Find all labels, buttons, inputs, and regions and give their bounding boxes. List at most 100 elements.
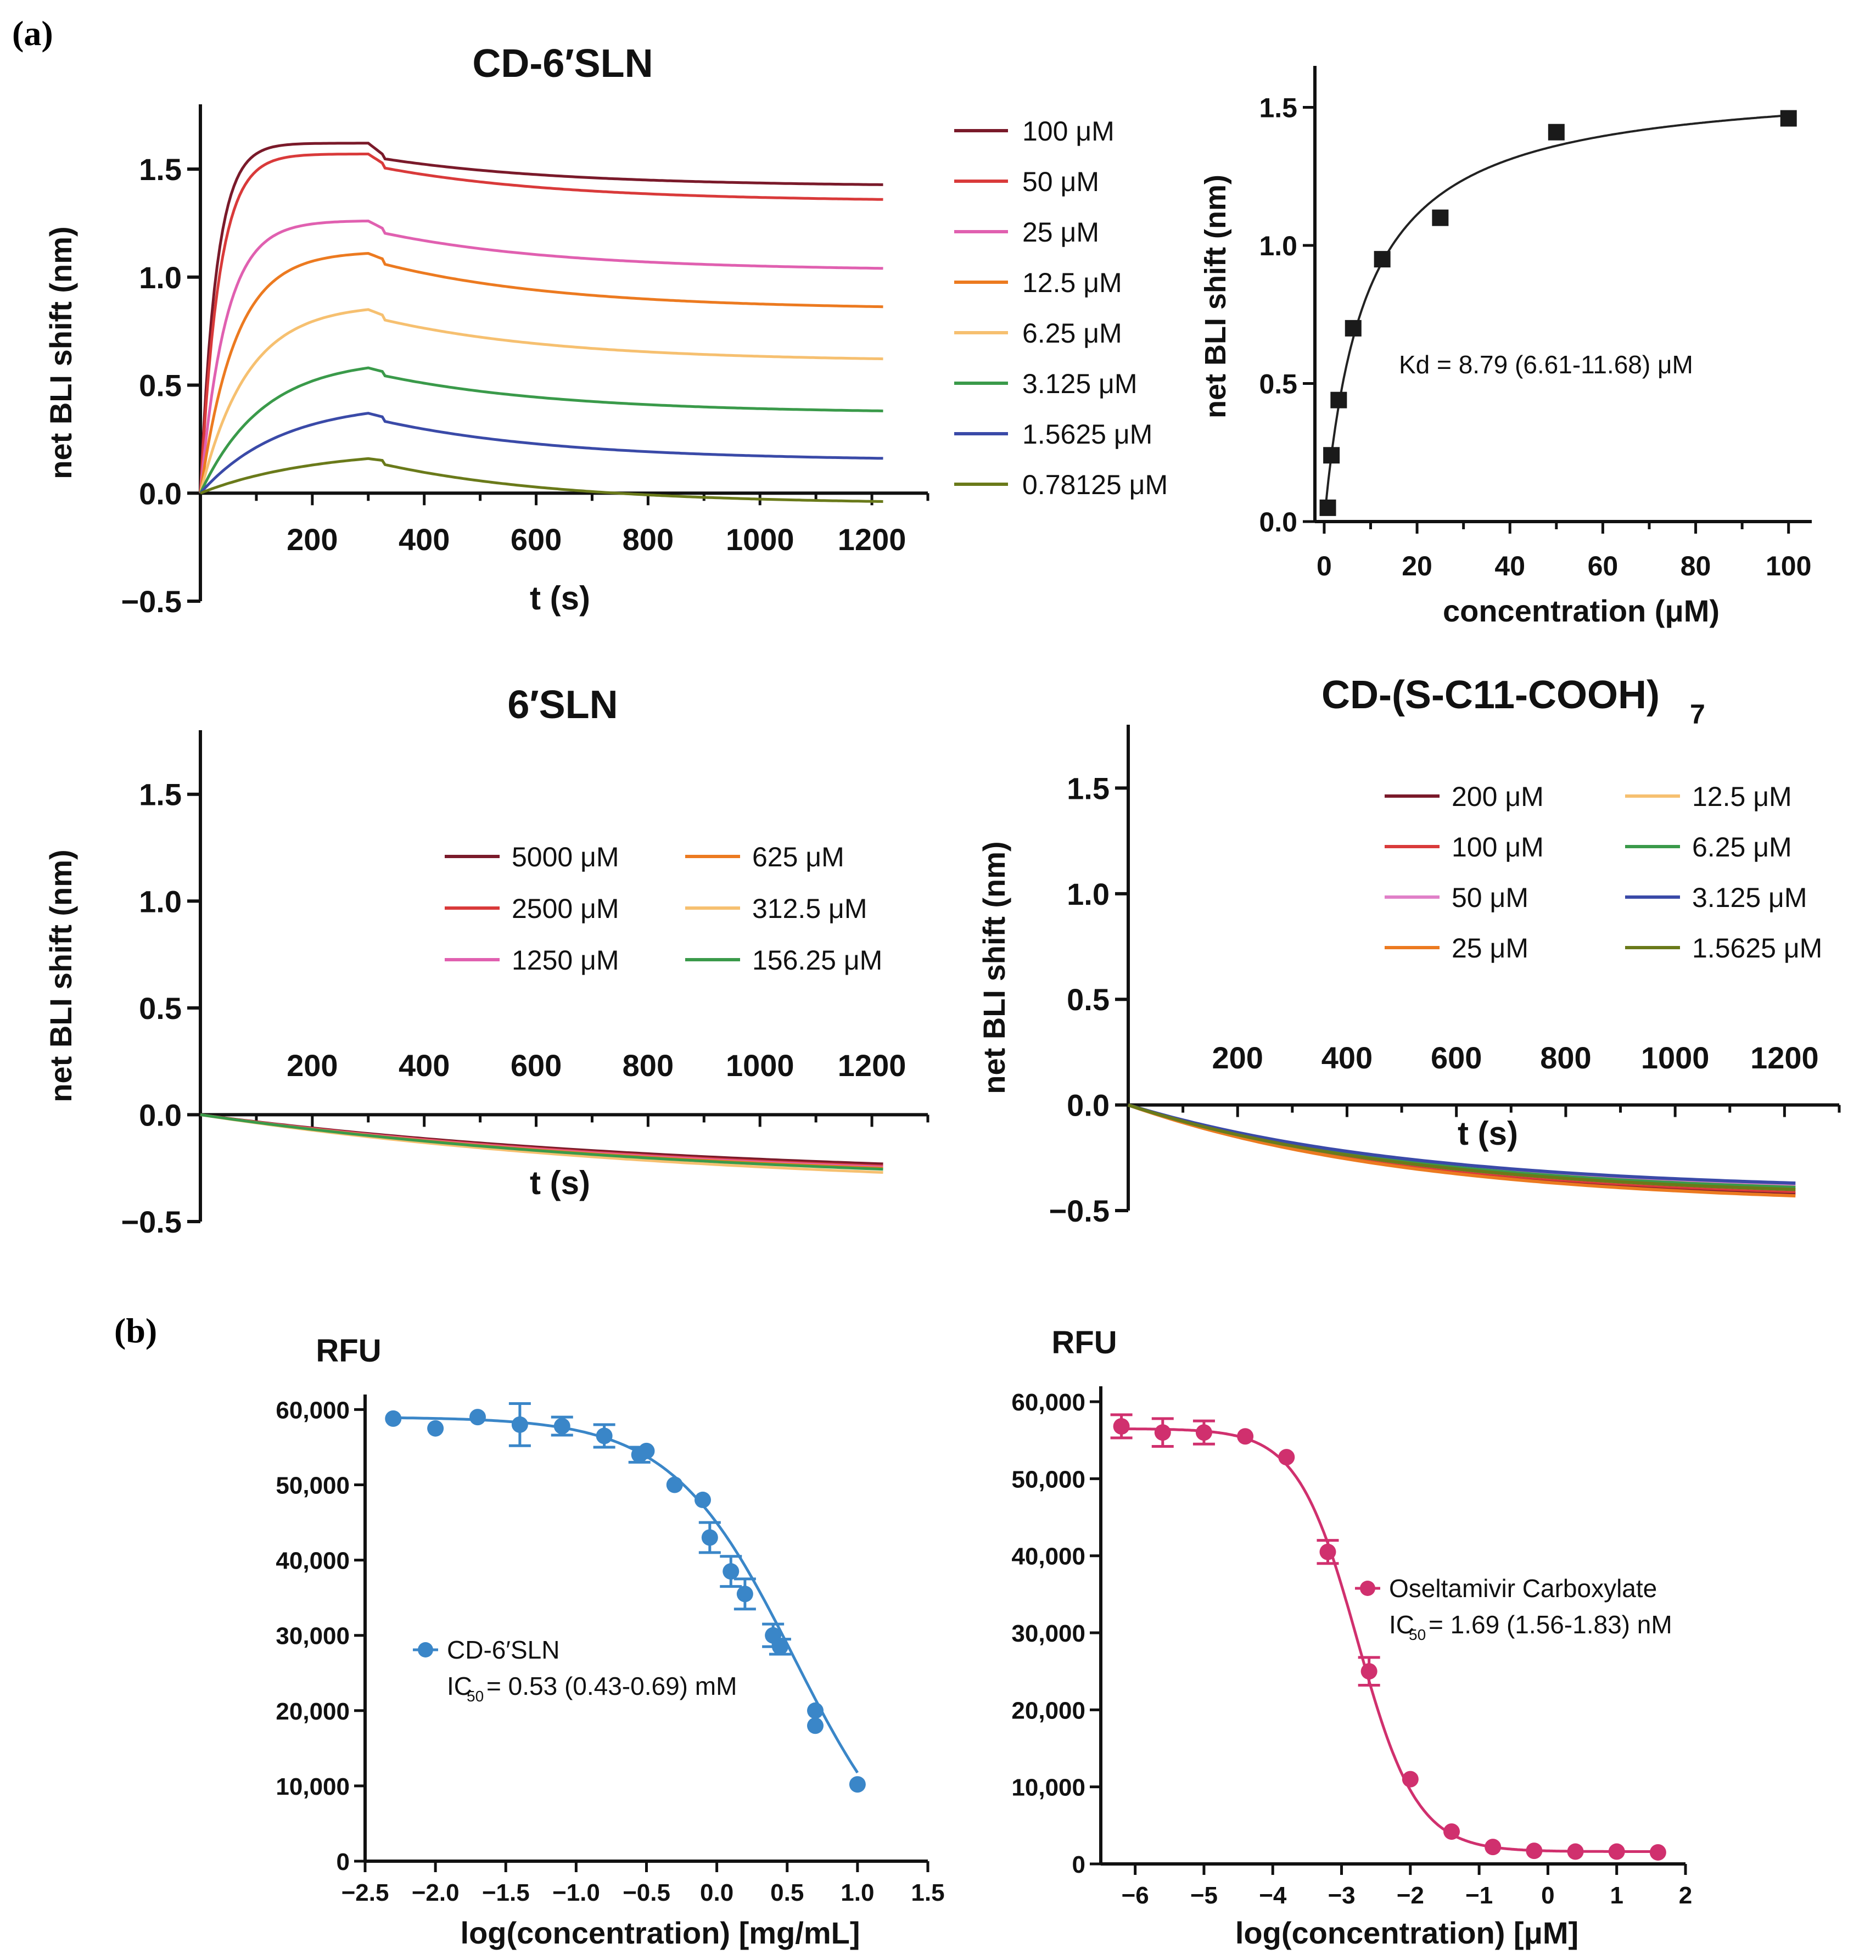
c4-series-line	[1128, 1103, 1796, 1198]
c4-xlabel: t (s)	[1458, 1115, 1518, 1152]
c4-title-subscript: 7	[1690, 699, 1705, 730]
c3-ytick-label: −0.5	[121, 1205, 182, 1239]
c1-series-line	[199, 308, 883, 494]
c5-xtick-label: −1.5	[482, 1879, 530, 1906]
c1-xtick-label: 400	[399, 522, 450, 557]
c1-series-line	[200, 457, 883, 503]
chart-6sln-bli: −0.5 0.0 0.5 1.0 1.5 net BLI shift (nm) 200 400…	[43, 683, 929, 1239]
c5-legend-marker	[418, 1642, 433, 1657]
c1-xtick-label: 1200	[838, 522, 906, 557]
c4-ytick-label: −0.5	[1049, 1194, 1110, 1228]
c2-xtick-label: 20	[1402, 551, 1432, 581]
c1-xtick-label: 200	[287, 522, 338, 557]
c3-xlabel: t (s)	[530, 1164, 590, 1201]
c5-data-point	[736, 1586, 753, 1603]
chart-c6: 0 10,000 20,000 30,000 40,000 50,000 60,000 −6 −…	[1011, 1325, 1692, 1950]
c4-ytick-label: 0.5	[1067, 982, 1110, 1017]
c2-xtick-label: 0	[1317, 551, 1332, 581]
c5-ytick-label: 0	[337, 1849, 350, 1875]
c2-data-point	[1548, 124, 1565, 141]
c1-legend-label: 25 μM	[1022, 217, 1099, 248]
c1-ytick-label: 0.0	[139, 476, 182, 511]
c3-legend-label: 625 μM	[752, 842, 844, 872]
c4-xtick-label: 1200	[1750, 1040, 1819, 1075]
c2-annotation: Kd = 8.79 (6.61-11.68) μM	[1399, 350, 1693, 379]
c3-xtick-label: 400	[399, 1048, 450, 1083]
c3-xtick-label: 800	[623, 1048, 674, 1083]
c3-ytick-label: 1.0	[139, 884, 182, 919]
c3-xtick-label: 600	[511, 1048, 562, 1083]
c5-xtick-label: −2.0	[412, 1879, 460, 1906]
c5-data-point	[469, 1409, 486, 1426]
c1-series-line	[199, 142, 883, 494]
c2-ylabel: net BLI shift (nm)	[1199, 175, 1232, 418]
c6-data-point	[1567, 1843, 1584, 1860]
c6-legend-marker	[1360, 1581, 1375, 1596]
chart-cd6sln-bli: −0.5 0.0 0.5 1.0 1.5 net BLI shift (nm) 200 400…	[43, 42, 1168, 619]
c4-ytick-label: 1.0	[1067, 877, 1110, 911]
c1-ytick-label: −0.5	[121, 584, 182, 619]
c5-xtick-label: 0.0	[700, 1879, 733, 1906]
c3-ytick-label: 0.0	[139, 1097, 182, 1132]
c2-data-point	[1432, 209, 1449, 226]
c5-xtick-label: −2.5	[341, 1879, 389, 1906]
c1-series-line	[199, 219, 883, 494]
chart-kd-binding: 0.0 0.5 1.0 1.5 0 20 40 60 80 100 concentration (μ…	[1199, 66, 1812, 628]
c5-data-point	[638, 1442, 655, 1459]
c3-xtick-label: 200	[287, 1048, 338, 1083]
c4-legend-label: 12.5 μM	[1692, 781, 1792, 812]
c2-xtick-label: 40	[1494, 551, 1525, 581]
c2-data-point	[1780, 110, 1797, 127]
c3-legend-label: 2500 μM	[512, 893, 619, 924]
panel-label-b: (b)	[114, 1311, 157, 1350]
c6-ic50-prefix: IC	[1389, 1610, 1414, 1639]
c5-legend-label: CD-6′SLN	[447, 1636, 559, 1664]
c1-series-line	[199, 251, 883, 494]
panel-label-a: (a)	[12, 14, 53, 53]
c5-data-point	[427, 1420, 444, 1437]
c2-xtick-label: 60	[1588, 551, 1619, 581]
c1-xtick-label: 600	[511, 522, 562, 557]
c2-fit-curve	[1324, 114, 1789, 507]
c4-legend-label: 1.5625 μM	[1692, 933, 1822, 964]
c2-ytick-label: 0.0	[1259, 507, 1297, 537]
c3-xtick-label: 1000	[726, 1048, 794, 1083]
c5-data-point	[807, 1717, 824, 1734]
c6-data-point	[1443, 1823, 1460, 1840]
c6-data-point	[1237, 1428, 1254, 1445]
c5-ytick-label: 30,000	[276, 1623, 350, 1650]
c6-data-point	[1319, 1543, 1336, 1560]
c4-ytick-label: 0.0	[1067, 1088, 1110, 1123]
c4-ylabel: net BLI shift (nm)	[977, 841, 1011, 1094]
c2-xtick-label: 80	[1681, 551, 1711, 581]
c6-ytick-label: 0	[1072, 1851, 1085, 1878]
c5-data-point	[849, 1776, 866, 1793]
c1-legend-label: 50 μM	[1022, 166, 1099, 197]
c3-ytick-label: 1.5	[139, 777, 182, 812]
c2-xlabel: concentration (μM)	[1443, 593, 1720, 628]
c1-ytick-label: 1.5	[139, 152, 182, 187]
c5-ic50-value: = 0.53 (0.43-0.69) mM	[486, 1672, 737, 1700]
c3-legend-label: 156.25 μM	[752, 945, 882, 976]
c4-legend-label: 3.125 μM	[1692, 882, 1807, 913]
c4-xtick-label: 1000	[1641, 1040, 1710, 1075]
c2-xtick-label: 100	[1766, 551, 1811, 581]
c3-legend-label: 1250 μM	[512, 945, 619, 976]
c5-ytick-label: 60,000	[276, 1397, 350, 1424]
c5-data-point	[771, 1638, 788, 1655]
c2-ytick-label: 1.0	[1259, 231, 1297, 261]
c6-data-point	[1278, 1449, 1295, 1466]
c1-series-line	[199, 366, 883, 494]
c2-data-point	[1319, 499, 1336, 516]
c5-xtick-label: 1.0	[841, 1879, 874, 1906]
c1-legend-label: 12.5 μM	[1022, 267, 1122, 298]
c5-ylabel: RFU	[316, 1333, 381, 1369]
c1-legend-label: 6.25 μM	[1022, 318, 1122, 349]
c6-ic50-subscript: 50	[1409, 1626, 1426, 1643]
c4-xtick-label: 800	[1540, 1040, 1591, 1075]
c6-data-point	[1154, 1424, 1171, 1441]
c6-ylabel: RFU	[1051, 1325, 1117, 1360]
c6-xtick-label: 0	[1541, 1882, 1554, 1909]
c1-xtick-label: 1000	[726, 522, 794, 557]
